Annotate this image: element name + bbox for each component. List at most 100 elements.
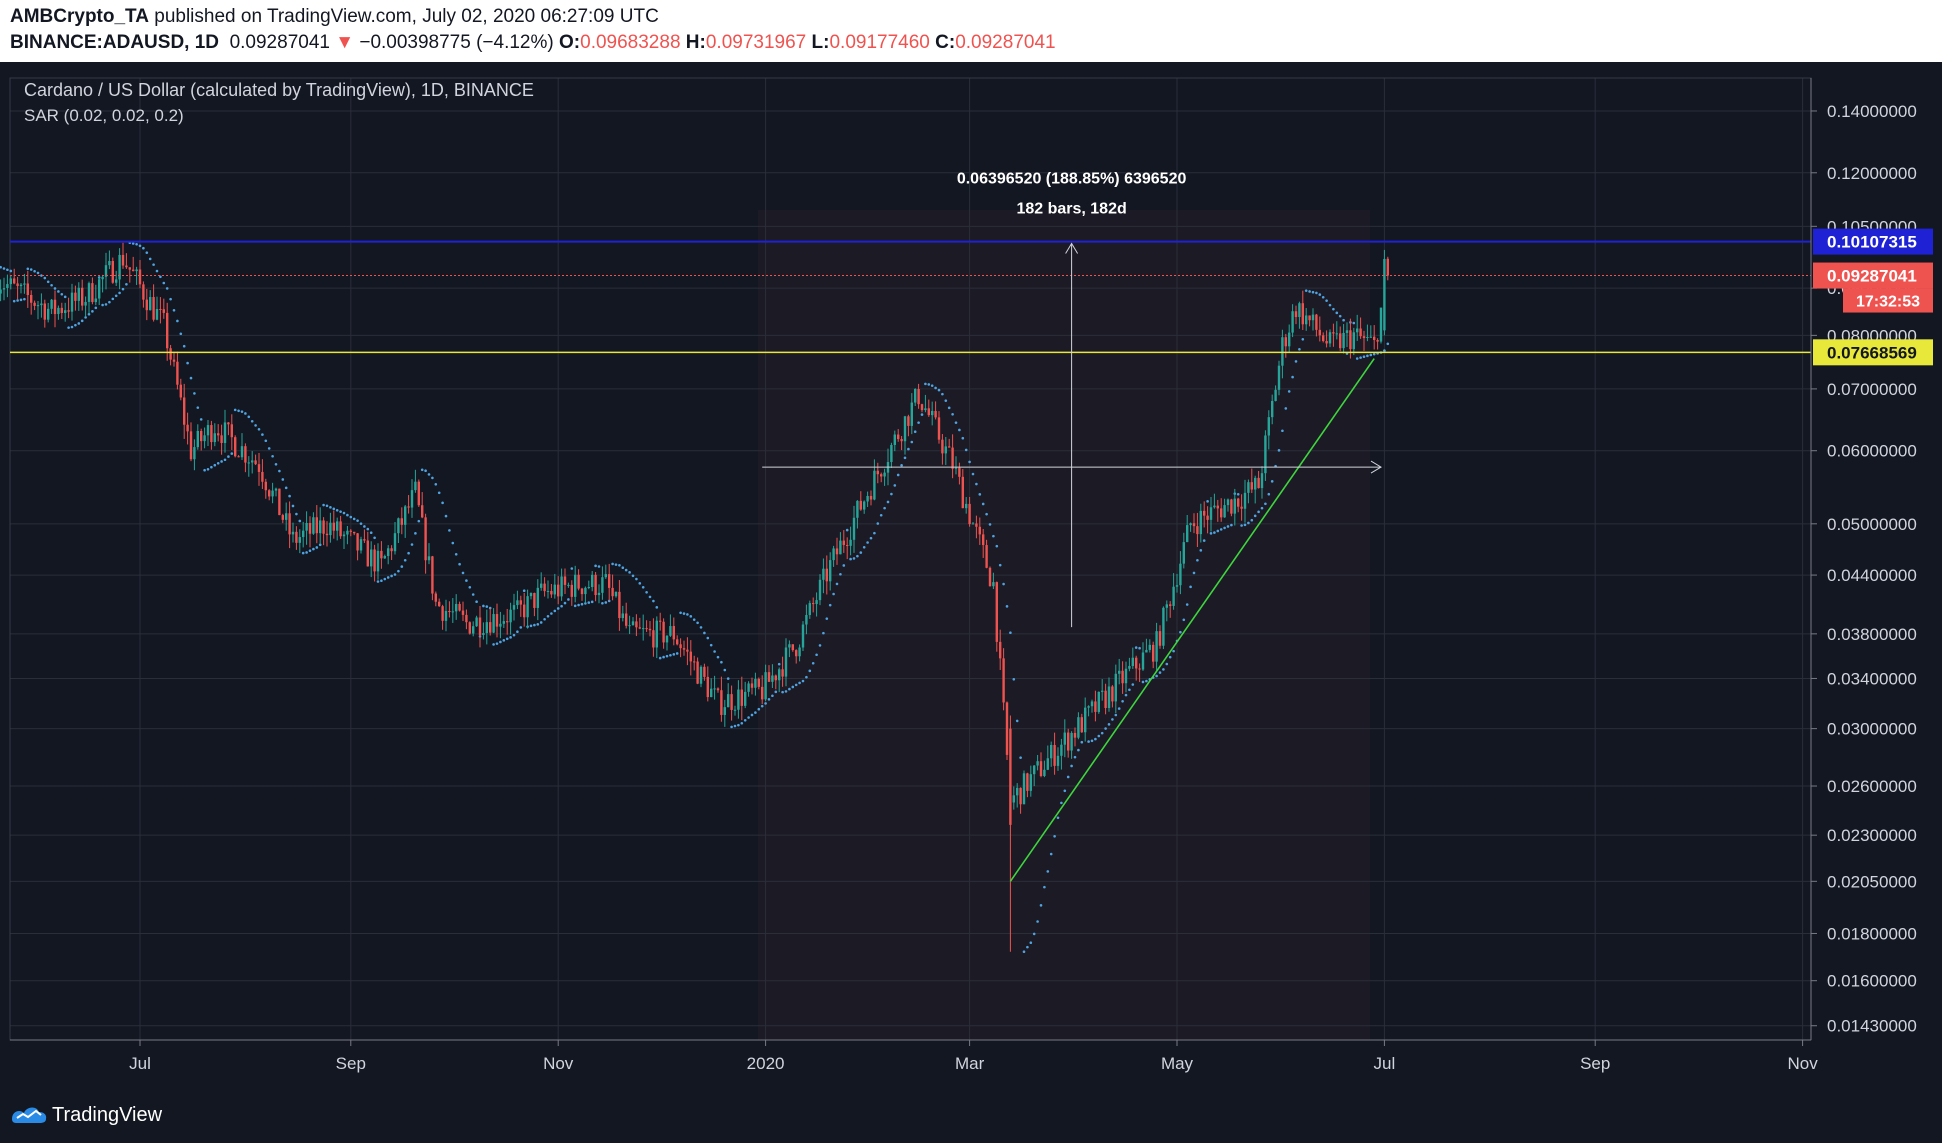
sar-dot [482,604,485,608]
sar-dot [1284,407,1288,410]
sar-dot [686,613,689,616]
sar-dot [1362,355,1366,359]
sar-dot [1189,585,1192,589]
candle-body [166,312,169,349]
candle-body [98,279,101,299]
sar-dot [1019,756,1022,759]
candle-body [1158,631,1162,646]
candle-body [227,422,230,425]
sar-dot [798,681,801,685]
candle-body [958,467,961,477]
price-chart[interactable]: 0.06396520 (188.85%) 6396520 182 bars, 18… [0,62,1942,1085]
sar-dot [828,603,832,607]
sar-dot [811,661,815,665]
sar-dot [869,536,873,540]
candle-body [40,303,43,306]
sar-dot [274,463,278,466]
sar-dot [1165,662,1169,666]
tradingview-logo-icon[interactable] [10,1103,48,1125]
sar-dot [767,698,771,701]
sar-dot [614,563,618,566]
candle-body [645,628,648,630]
indicator-legend[interactable]: SAR (0.02, 0.02, 0.2) [24,106,184,125]
candle-body [128,267,131,270]
price-range-measure[interactable]: 0.06396520 (188.85%) 6396520 182 bars, 18… [762,170,1382,628]
tradingview-label[interactable]: TradingView [52,1104,163,1126]
sar-dot [1270,480,1274,483]
trendline[interactable] [1009,358,1375,882]
candle-body [696,661,699,684]
sar-dot [60,292,64,296]
sar-dot [410,543,414,546]
candle-body [1029,774,1032,791]
sar-dot [917,421,920,424]
sar-dot [1015,719,1019,723]
open-value: 0.09683288 [580,32,681,53]
candle-body [30,295,33,303]
candle-body [478,617,482,635]
sar-dot [80,319,84,323]
candle-body [1240,506,1243,509]
candle-body [1022,773,1026,805]
candle-body [553,584,556,595]
candle-body [866,495,869,502]
candle-body [322,520,325,534]
candle-body [604,574,607,578]
sar-dot [947,406,951,410]
candle-body [999,641,1002,659]
candle-body [206,425,210,436]
sar-dot [254,424,257,427]
candle-body [132,269,135,272]
candle-body [1274,389,1277,401]
sar-dot [233,408,237,412]
sar-dot [162,281,166,285]
candle-body [458,603,461,611]
sar-dot [363,525,366,528]
candle-body [176,361,179,385]
candle-body [390,548,393,552]
sar-dot [84,316,87,319]
candle-body [472,626,475,634]
candle-body [387,548,390,557]
sar-dot [1185,603,1189,606]
candle-body [754,678,757,688]
sar-dot [699,626,703,629]
candle-body [135,269,138,272]
candle-body [941,439,944,454]
candle-body [771,675,774,682]
horizontal-levels [10,240,1811,882]
y-tick-label: 0.03800000 [1827,625,1917,644]
sar-dot [1219,528,1223,531]
sar-dot [325,504,329,508]
candle-body [115,279,118,283]
sar-dot [261,433,264,436]
sar-dot [264,439,268,443]
candle-body [47,308,50,320]
candle-body [832,548,835,561]
sar-dot [934,386,937,390]
candle-body [247,462,250,464]
candle-body [1223,505,1226,518]
sar-dot [825,617,829,620]
candle-body [944,446,947,454]
candle-body [36,305,40,307]
resistance-price-label: 0.10107315 [1827,233,1917,252]
sar-dot [920,413,924,416]
sar-dot [944,399,948,402]
publisher-name[interactable]: AMBCrypto_TA [10,6,149,27]
candle-body [934,410,937,418]
x-tick-label: May [1161,1054,1194,1073]
candle-body [815,600,818,604]
sar-dot [397,569,400,573]
candle-body [818,579,822,601]
sar-dot [1260,506,1264,510]
candle-body [91,283,94,303]
sar-dot [839,572,842,576]
sar-dot [1243,523,1247,527]
y-tick-label: 0.03400000 [1827,669,1917,688]
candle-body [659,620,662,622]
sar-dot [1121,699,1124,703]
candle-body [359,539,363,551]
candle-body [1356,328,1359,333]
candle-body [533,592,536,608]
